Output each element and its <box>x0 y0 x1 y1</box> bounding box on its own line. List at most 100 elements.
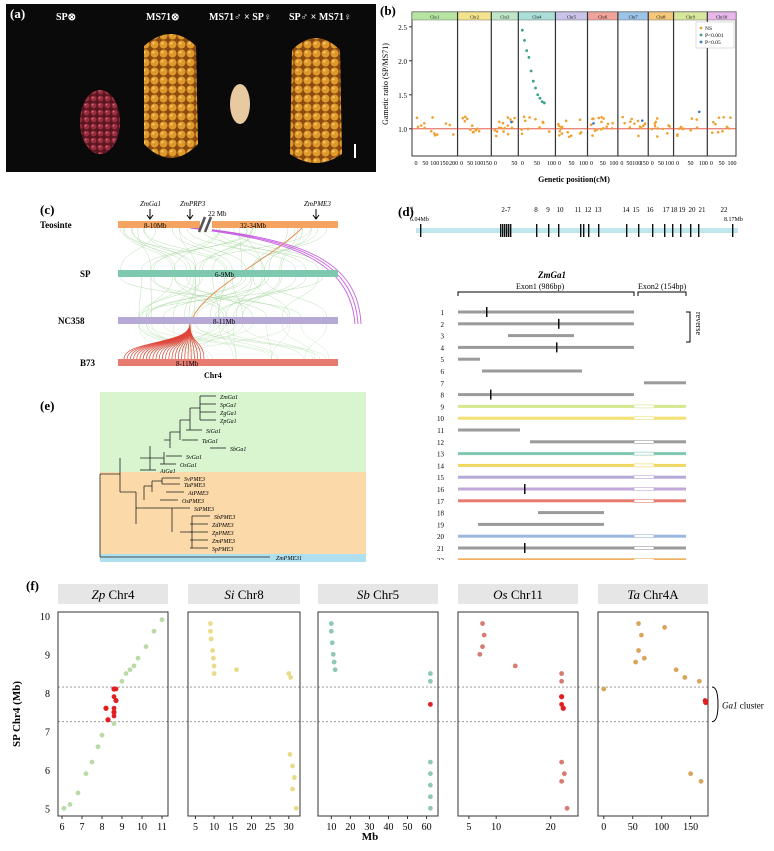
variant-marker <box>490 389 492 400</box>
point-ns <box>510 126 514 130</box>
point-ns <box>448 123 452 127</box>
f-point <box>559 678 565 684</box>
copy-number: 14 <box>437 462 445 470</box>
f-point <box>639 632 644 638</box>
link-sp-nc358 <box>191 276 252 318</box>
point-ns <box>727 127 730 130</box>
xtick-label: 50 <box>422 161 428 167</box>
chr-label-3: Chr3 <box>500 15 510 20</box>
tree-leaf-pme3: ZdPME3 <box>212 523 234 529</box>
f-xtick-label: 10 <box>209 822 219 833</box>
copy-tick <box>420 224 422 237</box>
f-point <box>601 686 607 692</box>
f-point <box>480 621 485 626</box>
f-point-ga1 <box>560 705 566 711</box>
link-sp-nc358 <box>150 276 267 318</box>
f-ytick-label: 7 <box>45 727 50 738</box>
link-sp-nc358 <box>231 276 243 318</box>
point-ns <box>600 120 603 124</box>
f-point <box>290 786 295 792</box>
f-point <box>480 644 485 650</box>
point-ns <box>695 126 699 129</box>
copy-tick <box>626 224 628 237</box>
f-point <box>427 671 433 676</box>
f-point <box>696 678 702 684</box>
link-teo-sp <box>142 227 227 271</box>
link-teo-sp <box>216 227 306 271</box>
copy-number: 2 <box>441 321 445 329</box>
gene-zmpme3: ZmPME3 <box>304 200 331 208</box>
point-ns <box>432 132 436 135</box>
f-point <box>559 701 565 707</box>
point-ns <box>452 133 455 136</box>
copy-number: 3 <box>441 333 445 341</box>
f-xtick-label: 25 <box>265 822 275 833</box>
intron-gap <box>633 404 655 409</box>
copy-tick <box>580 224 582 237</box>
f-point <box>688 771 694 777</box>
panel-a: (a) SP⊗ MS71⊗ MS71♂ × SP♀ SP♂ × MS71♀ <box>6 4 376 172</box>
point-p001 <box>529 69 533 73</box>
intron-gap <box>633 416 655 420</box>
f-xtick-label: 20 <box>246 822 256 833</box>
f-point <box>123 671 129 676</box>
f-xtick-label: 8 <box>100 822 105 833</box>
point-p001 <box>523 39 526 42</box>
copy-number: 19 <box>437 521 445 529</box>
copy-tick <box>598 224 600 237</box>
xtick-label: 50 <box>600 161 606 167</box>
intron-gap <box>633 534 655 539</box>
f-point <box>328 621 334 626</box>
link-nc358-b73 <box>191 323 198 360</box>
copy-bar <box>458 310 634 314</box>
point-ns <box>567 135 571 139</box>
link-teo-sp <box>251 227 296 271</box>
f-point-ga1 <box>111 686 117 692</box>
legend-entry: NS <box>705 26 712 32</box>
copy-number: 11 <box>437 427 444 435</box>
exon2-label: Exon2 (154bp) <box>638 282 687 291</box>
panel-c-label: (c) <box>40 202 55 217</box>
intron-gap <box>633 546 655 550</box>
point-p001 <box>536 93 540 97</box>
tree-leaf-ga1: ZpGa1 <box>220 419 237 425</box>
copy-number: 21 <box>437 545 445 553</box>
xtick-label: 100 <box>547 161 556 167</box>
intron-gap <box>633 440 655 444</box>
point-ns <box>542 121 545 125</box>
tree-leaf-pme3: SiPME3 <box>194 507 214 513</box>
arrow-zmga1-icon <box>146 209 154 220</box>
point-ns <box>721 129 724 133</box>
link-teo-sp <box>137 227 152 271</box>
chr-label-10: Chr10 <box>716 15 728 20</box>
point-ns <box>558 129 562 133</box>
f-xtick-label: 50 <box>628 822 638 833</box>
point-p001 <box>542 101 546 105</box>
f-xtick-label: 60 <box>422 822 432 833</box>
f-point <box>111 694 117 700</box>
point-ns <box>729 116 732 119</box>
link-nc358-b73 <box>163 323 276 360</box>
xtick-label: 0 <box>676 161 679 167</box>
copy-tick <box>588 224 590 237</box>
link-sp-nc358 <box>174 276 228 318</box>
f-point <box>111 713 117 719</box>
ms71-x-sp-label: MS71♂ × SP♀ <box>209 12 272 23</box>
xtick-label: 100 <box>632 161 641 167</box>
panel-e: ZmGa1 SpGa1 ZgGa1 ZpGa1 SiGa1 TaGa1 SbGa1 SvGa1… <box>80 392 370 564</box>
pme3-clade-branches <box>99 458 193 557</box>
point-ns <box>656 135 659 138</box>
xtick-label: 150 <box>440 161 449 167</box>
point-ns <box>592 117 595 120</box>
f-ytick-label: 8 <box>45 689 50 700</box>
point-ns <box>676 133 679 136</box>
f-point <box>210 655 216 661</box>
sp-self-label: SP⊗ <box>56 12 77 23</box>
link-nc358-b73 <box>142 323 253 360</box>
f-panel-header <box>598 584 708 604</box>
point-ns <box>595 128 599 131</box>
point-ns <box>661 127 665 131</box>
panel-c: Teosinte SP NC358 B73 8-10Mb 32-34Mb 22 … <box>40 200 380 380</box>
point-ns <box>558 133 561 137</box>
link-sp-nc358 <box>214 276 306 318</box>
